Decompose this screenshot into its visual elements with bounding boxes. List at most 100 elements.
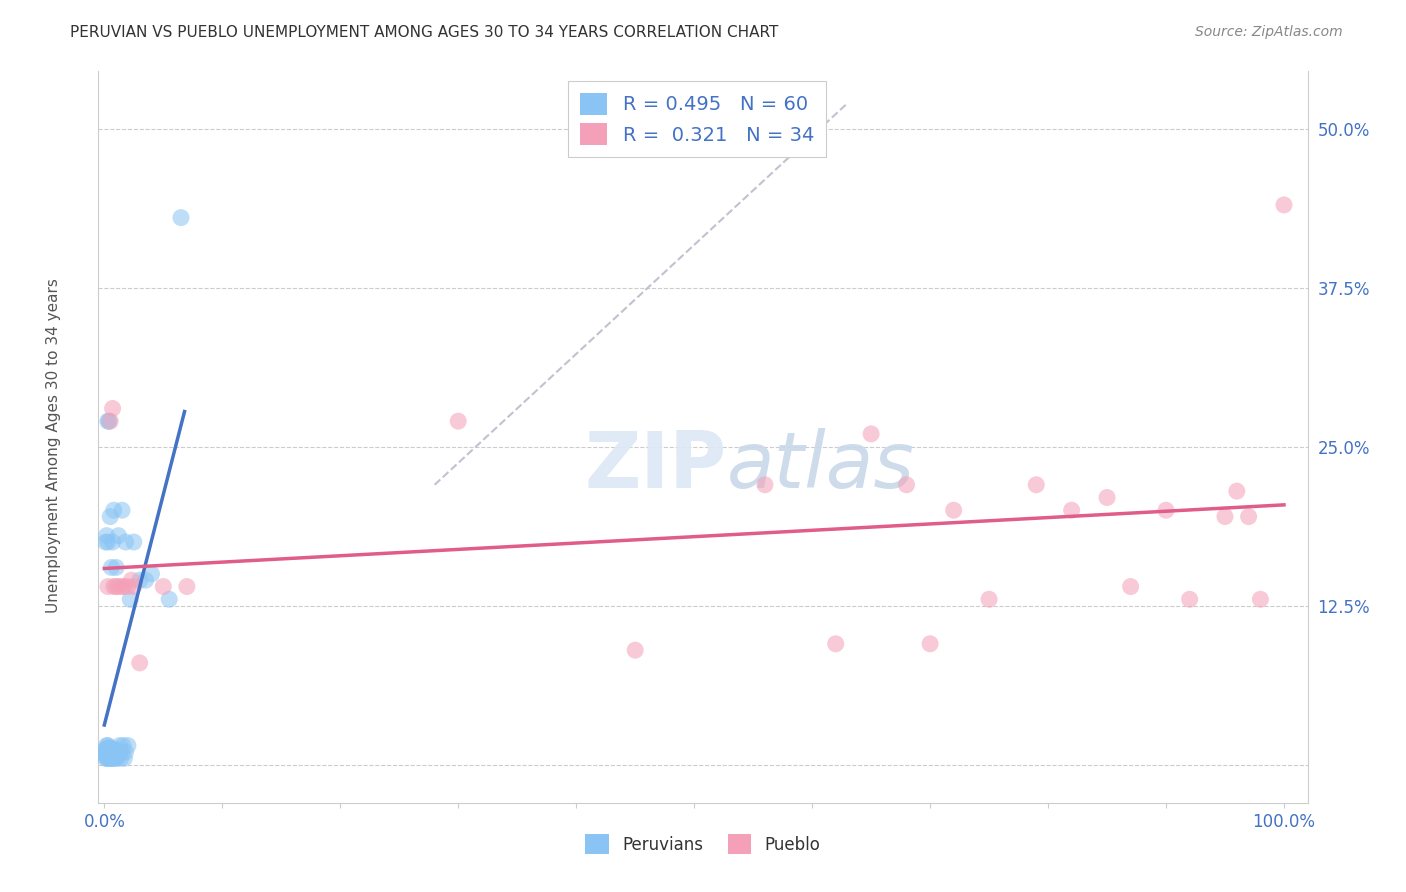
Point: [624, 643, 647, 657]
Point: [122, 580, 145, 594]
Point: [896, 477, 918, 491]
Point: [98, 747, 121, 762]
Point: [97, 741, 120, 756]
Point: [107, 745, 129, 759]
Point: [96, 739, 118, 753]
Point: [1119, 580, 1142, 594]
Point: [120, 573, 142, 587]
Text: PERUVIAN VS PUEBLO UNEMPLOYMENT AMONG AGES 30 TO 34 YEARS CORRELATION CHART: PERUVIAN VS PUEBLO UNEMPLOYMENT AMONG AG…: [70, 25, 779, 40]
Point: [117, 580, 139, 594]
Point: [860, 426, 883, 441]
Point: [1213, 509, 1236, 524]
Point: [107, 580, 129, 594]
Point: [98, 751, 121, 765]
Point: [94, 751, 117, 765]
Point: [97, 535, 120, 549]
Point: [101, 535, 124, 549]
Point: [1095, 491, 1118, 505]
Point: [942, 503, 965, 517]
Point: [114, 535, 136, 549]
Point: [96, 745, 118, 759]
Point: [824, 637, 846, 651]
Point: [96, 529, 118, 543]
Point: [1025, 477, 1047, 491]
Point: [97, 747, 120, 762]
Point: [135, 573, 157, 587]
Point: [104, 751, 127, 765]
Point: [96, 742, 118, 756]
Point: [103, 745, 125, 759]
Point: [97, 739, 120, 753]
Point: [96, 748, 118, 763]
Point: [98, 747, 121, 762]
Point: [105, 748, 128, 763]
Point: [754, 477, 776, 491]
Point: [114, 745, 136, 759]
Point: [1249, 592, 1271, 607]
Point: [1272, 198, 1295, 212]
Point: [1154, 503, 1177, 517]
Point: [97, 751, 120, 765]
Point: [1178, 592, 1201, 607]
Point: [105, 580, 128, 594]
Point: [105, 751, 128, 765]
Point: [170, 211, 193, 225]
Point: [176, 580, 198, 594]
Point: [128, 573, 150, 587]
Point: [1237, 509, 1260, 524]
Point: [112, 751, 135, 765]
Point: [94, 747, 117, 762]
Point: [98, 414, 121, 428]
Point: [97, 580, 120, 594]
Point: [111, 745, 134, 759]
Point: [977, 592, 1000, 607]
Point: [108, 739, 131, 753]
Point: [98, 509, 121, 524]
Text: atlas: atlas: [727, 428, 915, 504]
Legend: Peruvians, Pueblo: Peruvians, Pueblo: [579, 828, 827, 860]
Point: [101, 401, 124, 416]
Point: [112, 580, 135, 594]
Text: Source: ZipAtlas.com: Source: ZipAtlas.com: [1195, 25, 1343, 39]
Point: [111, 503, 134, 517]
Point: [98, 741, 121, 756]
Point: [105, 560, 128, 574]
Point: [111, 580, 134, 594]
Text: Unemployment Among Ages 30 to 34 years: Unemployment Among Ages 30 to 34 years: [46, 278, 60, 614]
Point: [98, 741, 121, 756]
Point: [101, 751, 124, 765]
Point: [120, 592, 142, 607]
Point: [100, 560, 122, 574]
Point: [94, 745, 117, 759]
Point: [447, 414, 470, 428]
Point: [107, 529, 129, 543]
Point: [105, 742, 128, 756]
Point: [100, 745, 122, 759]
Point: [96, 751, 118, 765]
Point: [97, 748, 120, 763]
Text: ZIP: ZIP: [585, 428, 727, 504]
Point: [152, 580, 174, 594]
Point: [98, 745, 121, 759]
Point: [100, 751, 122, 765]
Point: [1060, 503, 1083, 517]
Point: [110, 751, 132, 765]
Point: [98, 414, 121, 428]
Point: [117, 739, 139, 753]
Point: [920, 637, 942, 651]
Point: [141, 566, 163, 581]
Point: [157, 592, 180, 607]
Point: [94, 742, 117, 756]
Point: [97, 414, 120, 428]
Point: [101, 742, 124, 756]
Point: [112, 739, 135, 753]
Point: [98, 751, 121, 765]
Point: [94, 535, 117, 549]
Point: [103, 580, 125, 594]
Point: [97, 745, 120, 759]
Point: [1226, 484, 1249, 499]
Point: [122, 535, 145, 549]
Point: [103, 751, 125, 765]
Point: [128, 656, 150, 670]
Point: [103, 503, 125, 517]
